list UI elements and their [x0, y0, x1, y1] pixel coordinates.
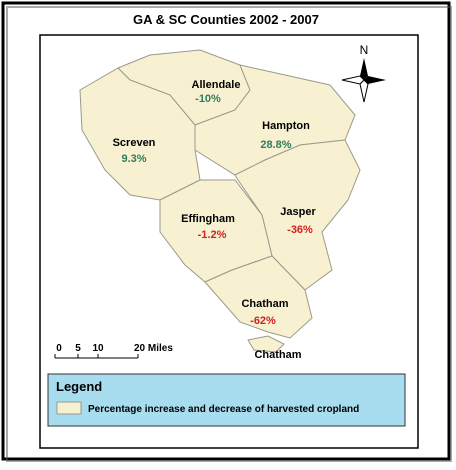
- scale-label: 5: [75, 343, 81, 354]
- county-name: Effingham: [181, 213, 235, 225]
- counties: [79, 49, 361, 353]
- county-chatham-south: [247, 335, 285, 353]
- county-name: Chatham: [241, 298, 288, 310]
- county-screven: [79, 67, 201, 201]
- county-name: Hampton: [262, 120, 310, 132]
- arrow-n: [360, 58, 368, 80]
- county-name: Jasper: [280, 206, 316, 218]
- scale-label: 10: [92, 343, 104, 354]
- county-change: -36%: [287, 224, 313, 236]
- county-labels: Allendale -10% Hampton 28.8% Screven 9.3…: [113, 79, 317, 361]
- county-jasper: [234, 139, 361, 291]
- legend-title: Legend: [56, 379, 102, 394]
- arrow-e: [364, 76, 386, 84]
- county-change: -10%: [195, 93, 221, 105]
- county-change: 9.3%: [121, 153, 146, 165]
- north-label: N: [360, 43, 369, 57]
- legend: Legend Percentage increase and decrease …: [47, 373, 406, 427]
- county-change: -1.2%: [198, 229, 227, 241]
- scale-label: 0: [56, 343, 62, 354]
- county-change: -62%: [250, 315, 276, 327]
- county-change: 28.8%: [260, 139, 291, 151]
- legend-swatch: [56, 401, 82, 415]
- county-name: Chatham: [254, 349, 301, 361]
- county-name: Allendale: [192, 79, 241, 91]
- legend-box: [47, 373, 406, 427]
- map-title: GA & SC Counties 2002 - 2007: [133, 12, 319, 27]
- legend-item: Percentage increase and decrease of harv…: [88, 404, 359, 415]
- frame-shadow: [6, 6, 452, 462]
- scale-label: 20 Miles: [134, 343, 173, 354]
- county-name: Screven: [113, 137, 156, 149]
- county-chatham: [204, 255, 313, 339]
- scale-bar: 0 5 10 20 Miles: [54, 343, 173, 359]
- north-arrow: N: [341, 43, 386, 103]
